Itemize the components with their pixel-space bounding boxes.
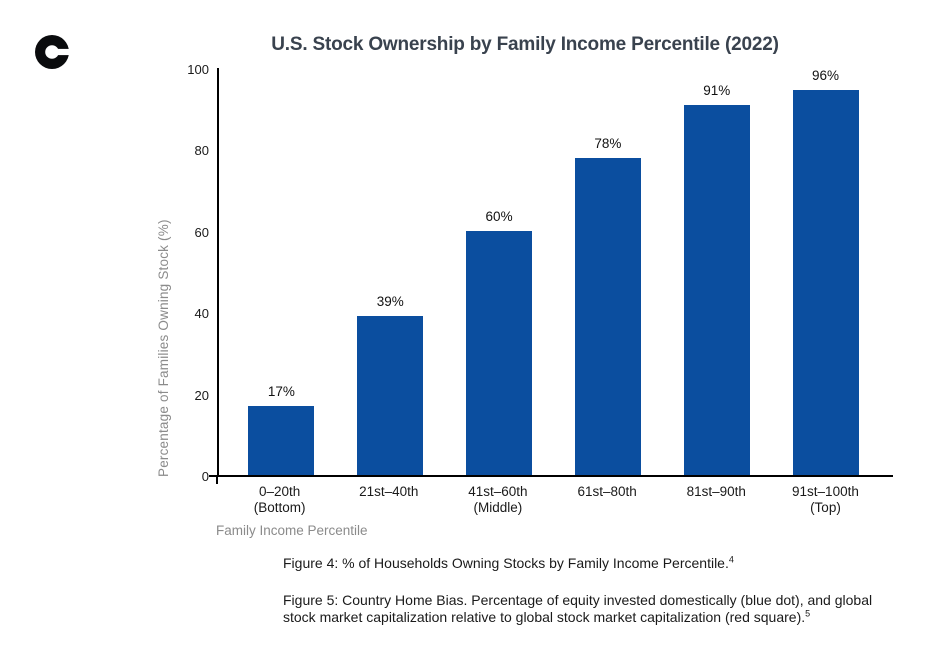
bar-2: [357, 316, 424, 475]
x-origin-tick: [216, 477, 218, 484]
x-category-label: 21st–40th: [359, 484, 419, 499]
caption-figure-5: Figure 5: Country Home Bias. Percentage …: [283, 592, 883, 627]
bar-value-label: 17%: [267, 383, 295, 399]
bar-slot: 91%: [662, 68, 771, 475]
y-tick-label: 0: [201, 469, 209, 484]
bar-slot: 60%: [445, 68, 554, 475]
bar-6: [792, 90, 859, 475]
bar-value-label: 60%: [485, 208, 513, 224]
y-origin-tick: [209, 475, 217, 477]
bar-5: [683, 104, 750, 475]
bar-slot: 78%: [553, 68, 662, 475]
bar-3: [466, 230, 533, 475]
bar-4: [574, 157, 641, 475]
bar-value-label: 39%: [376, 294, 404, 310]
x-category-label: 81st–90th: [686, 484, 746, 499]
y-tick-label: 20: [194, 387, 209, 403]
y-tick-label: 80: [194, 143, 209, 159]
bar-slot: 39%: [336, 68, 445, 475]
caption-figure-5-footnote-marker: 5: [805, 608, 811, 619]
coinbase-c-icon: [35, 35, 69, 69]
x-category-label: 0–20th (Bottom): [253, 484, 306, 515]
figure-captions: Figure 4: % of Households Owning Stocks …: [283, 555, 883, 646]
bar-value-label: 96%: [812, 68, 840, 83]
caption-figure-4-footnote-marker: 4: [728, 554, 734, 565]
y-tick-label: 40: [194, 306, 209, 322]
bar-value-label: 78%: [594, 135, 622, 151]
plot-area: 17% 39% 60% 78% 91% 96%: [217, 68, 893, 477]
chart-title: U.S. Stock Ownership by Family Income Pe…: [271, 34, 779, 55]
caption-figure-5-text: Figure 5: Country Home Bias. Percentage …: [283, 591, 873, 626]
x-category-label: 91st–100th (Top): [792, 484, 859, 515]
bar-value-label: 91%: [703, 82, 731, 98]
caption-figure-4: Figure 4: % of Households Owning Stocks …: [283, 555, 883, 573]
caption-figure-4-text: Figure 4: % of Households Owning Stocks …: [283, 555, 729, 571]
y-axis-ticks: 0 20 40 60 80 100: [148, 62, 209, 484]
x-category-label: 61st–80th: [577, 484, 637, 499]
bar-slot: 96%: [771, 68, 880, 475]
brand-logo: [35, 35, 69, 69]
x-axis-labels: 0–20th (Bottom) 21st–40th 41st–60th (Middl…: [217, 484, 893, 516]
x-category-label: 41st–60th (Middle): [468, 484, 528, 515]
bar-slot: 17%: [227, 68, 336, 475]
bar-1: [248, 405, 315, 475]
y-tick-label: 100: [187, 62, 209, 77]
x-axis-title: Family Income Percentile: [216, 523, 368, 538]
y-tick-label: 60: [194, 224, 209, 240]
